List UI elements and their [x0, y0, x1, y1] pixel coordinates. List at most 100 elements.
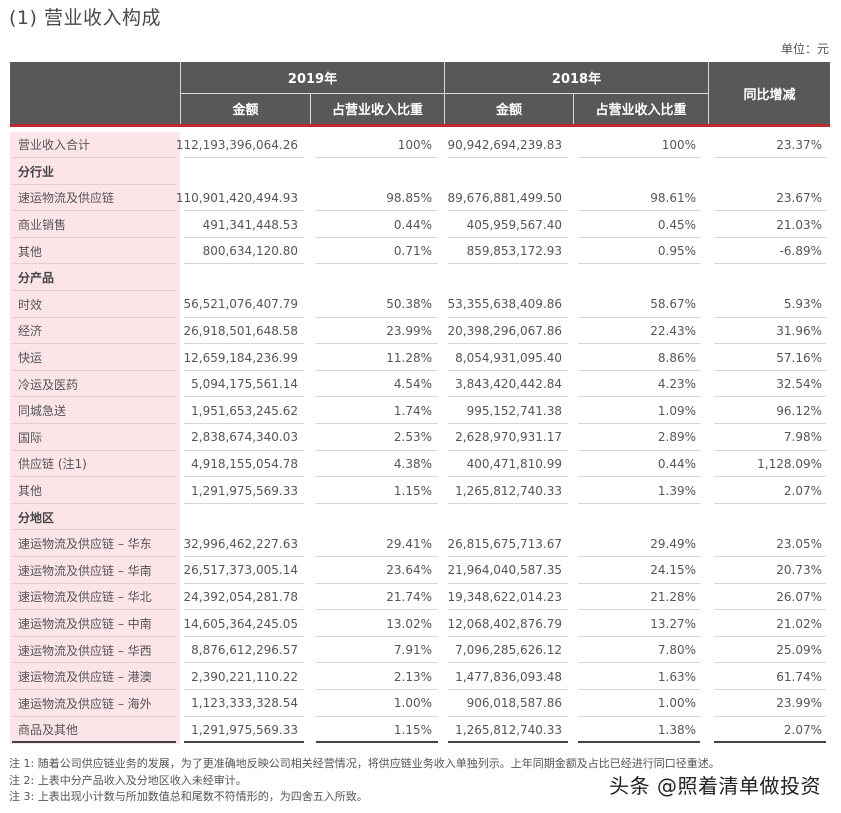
- row-divider: [12, 635, 176, 637]
- row-divider: [714, 502, 826, 504]
- row-divider: [714, 476, 826, 478]
- ratio-2018: [578, 504, 700, 531]
- amount-2019: 4,918,155,054.78: [191, 456, 298, 471]
- table-row: 速运物流及供应链 – 华西 8,876,612,296.57 7.91% 7,096,…: [10, 637, 830, 664]
- row-label: 冷运及医药: [18, 377, 79, 392]
- row-label: 速运物流及供应链 – 华西: [18, 643, 152, 658]
- yoy-change: 31.96%: [776, 323, 822, 338]
- ratio-2019: 1.74%: [393, 403, 432, 418]
- amount-2019: 1,951,653,245.62: [191, 403, 298, 418]
- row-label: 其他: [18, 484, 43, 499]
- row-divider: [714, 263, 826, 265]
- row-divider: [184, 741, 304, 744]
- amount-2018: 12,068,402,876.79: [447, 616, 562, 631]
- amount-2018: 7,096,285,626.12: [455, 643, 562, 658]
- row-label: 经济: [18, 324, 43, 339]
- amount-2019: 26,918,501,648.58: [183, 323, 298, 338]
- row-divider: [714, 396, 826, 398]
- row-divider: [714, 556, 826, 558]
- header-divider: [310, 93, 311, 124]
- row-divider: [12, 476, 176, 478]
- ratio-2019: 0.44%: [393, 217, 432, 232]
- amount-2019: 1,123,333,328.54: [191, 696, 298, 711]
- row-divider: [184, 476, 304, 478]
- amount-2018: [446, 158, 566, 185]
- row-divider: [12, 689, 176, 691]
- amount-2018: 21,964,040,587.35: [447, 563, 562, 578]
- table-row: 同城急送 1,951,653,245.62 1.74% 995,152,741.38 1…: [10, 398, 830, 425]
- table-row: 其他 800,634,120.80 0.71% 859,853,172.93 0.95%…: [10, 238, 830, 265]
- yoy-change: 96.12%: [776, 403, 822, 418]
- row-divider: [578, 236, 700, 238]
- header-divider: [708, 62, 709, 124]
- ratio-2019: [314, 158, 436, 185]
- ratio-2018: 58.67%: [650, 297, 696, 312]
- row-divider: [184, 236, 304, 238]
- row-divider: [12, 316, 176, 318]
- row-divider: [714, 635, 826, 637]
- row-divider: [316, 449, 438, 451]
- row-divider: [316, 609, 438, 611]
- amount-2018: 53,355,638,409.86: [447, 297, 562, 312]
- row-divider: [578, 662, 700, 664]
- table-section-row: 分产品: [10, 265, 830, 292]
- amount-2018: 1,265,812,740.33: [455, 483, 562, 498]
- amount-2018: 1,265,812,740.33: [455, 722, 562, 737]
- ratio-2018: 0.95%: [657, 244, 696, 259]
- row-divider: [184, 662, 304, 664]
- row-divider: [316, 396, 438, 398]
- amount-2018: 405,959,567.40: [466, 217, 562, 232]
- row-label: 营业收入合计: [18, 138, 91, 153]
- amount-2018: 89,676,881,499.50: [447, 190, 562, 205]
- yoy-change: 2.07%: [783, 722, 822, 737]
- amount-2018: 26,815,675,713.67: [447, 536, 562, 551]
- row-divider: [12, 715, 176, 717]
- table-row: 速运物流及供应链 – 海外 1,123,333,328.54 1.00% 906,01…: [10, 690, 830, 717]
- row-divider: [714, 236, 826, 238]
- row-divider: [184, 556, 304, 558]
- row-divider: [316, 263, 438, 265]
- row-divider: [184, 423, 304, 425]
- row-divider: [578, 343, 700, 345]
- table-row: 供应链 (注1) 4,918,155,054.78 4.38% 400,471,810…: [10, 451, 830, 478]
- row-label: 速运物流及供应链 – 华北: [18, 590, 152, 605]
- amount-2018: 2,628,970,931.17: [455, 430, 562, 445]
- amount-2019: 24,392,054,281.78: [183, 589, 298, 604]
- ratio-2018: 7.80%: [657, 643, 696, 658]
- table-row: 商业销售 491,341,448.53 0.44% 405,959,567.40 0.4…: [10, 211, 830, 238]
- amount-2019: 1,291,975,569.33: [191, 722, 298, 737]
- section-title: (1) 营业收入构成: [9, 7, 161, 29]
- ratio-2019: 4.54%: [393, 377, 432, 392]
- ratio-2018: 1.00%: [657, 696, 696, 711]
- row-divider: [316, 502, 438, 504]
- amount-2019: 14,605,364,245.05: [183, 616, 298, 631]
- amount-2019: 110,901,420,494.93: [175, 190, 298, 205]
- row-divider: [316, 316, 438, 318]
- row-divider: [714, 609, 826, 611]
- row-divider: [578, 715, 700, 717]
- ratio-2019: 11.28%: [386, 350, 432, 365]
- ratio-2018: 1.39%: [657, 483, 696, 498]
- row-divider: [184, 609, 304, 611]
- table-row: 国际 2,838,674,340.03 2.53% 2,628,970,931.17 2…: [10, 424, 830, 451]
- row-label: 快运: [18, 351, 43, 366]
- row-divider: [578, 689, 700, 691]
- ratio-2019: 1.15%: [393, 483, 432, 498]
- row-divider: [12, 236, 176, 238]
- row-divider: [448, 715, 568, 717]
- row-divider: [578, 449, 700, 451]
- ratio-2019: 4.38%: [393, 456, 432, 471]
- ratio-2019: 1.00%: [393, 696, 432, 711]
- footnote-3: 注 3: 上表出现小计数与所加数值总和尾数不符情形的，为四舍五入所致。: [9, 790, 368, 803]
- amount-2019: 112,193,396,064.26: [175, 137, 298, 152]
- row-label: 商品及其他: [18, 723, 79, 738]
- row-divider: [12, 263, 176, 265]
- row-divider: [714, 449, 826, 451]
- row-divider: [714, 662, 826, 664]
- ratio-2019: 2.13%: [393, 669, 432, 684]
- header-divider: [181, 93, 708, 94]
- row-divider: [12, 369, 176, 371]
- ratio-2019: 50.38%: [386, 297, 432, 312]
- ratio-2018: 24.15%: [650, 563, 696, 578]
- row-divider: [448, 449, 568, 451]
